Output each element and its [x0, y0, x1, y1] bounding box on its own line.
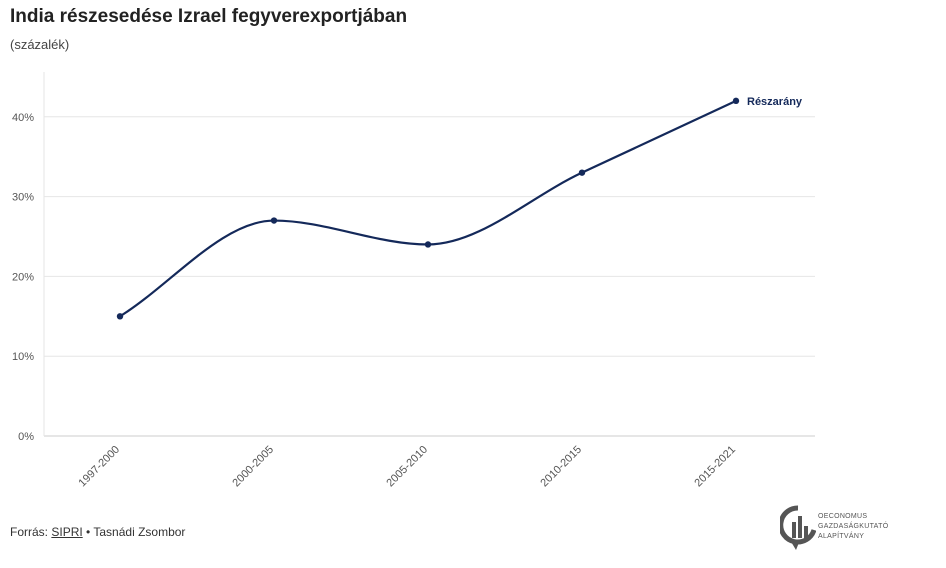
y-tick-label: 20%: [12, 271, 34, 283]
data-point: [578, 169, 586, 176]
logo-line-2: GAZDASÁGKUTATÓ: [818, 523, 889, 530]
source-prefix: Forrás:: [10, 525, 49, 539]
chart-subtitle: (százalék): [10, 37, 70, 52]
data-point: [424, 241, 432, 248]
logo-line-3: ALAPÍTVÁNY: [818, 533, 865, 540]
oeconomus-logo: OECONOMUS GAZDASÁGKUTATÓ ALAPÍTVÁNY: [778, 504, 900, 556]
source-footer: Forrás: SIPRI • Tasnádi Zsombor: [10, 525, 185, 539]
data-point: [270, 217, 278, 224]
chart-title: India részesedése Izrael fegyverexportjá…: [10, 6, 408, 27]
data-point: [732, 97, 740, 105]
y-tick-label: 30%: [12, 192, 34, 204]
series-line: [119, 99, 737, 318]
source-link[interactable]: SIPRI: [51, 525, 83, 539]
y-tick-label: 40%: [12, 112, 34, 124]
logo-line-1: OECONOMUS: [818, 513, 868, 520]
author-name: Tasnádi Zsombor: [93, 525, 186, 539]
y-tick-label: 0%: [18, 431, 34, 443]
x-tick-label: 2005-2010: [384, 444, 430, 490]
x-tick-label: 2000-2005: [230, 444, 276, 490]
x-tick-label: 1997-2000: [76, 444, 122, 490]
x-tick-label: 2015-2021: [692, 444, 738, 490]
data-point: [116, 313, 124, 320]
y-tick-label: 10%: [12, 351, 34, 363]
oeconomus-logo-icon: [778, 505, 817, 550]
line-chart: 0% 10% 20% 30% 40% 1997-2000 2000-2005 2005-201…: [12, 72, 815, 490]
series-label: Részarány: [747, 96, 803, 108]
footer-separator: •: [86, 525, 91, 539]
x-tick-label: 2010-2015: [538, 444, 584, 490]
